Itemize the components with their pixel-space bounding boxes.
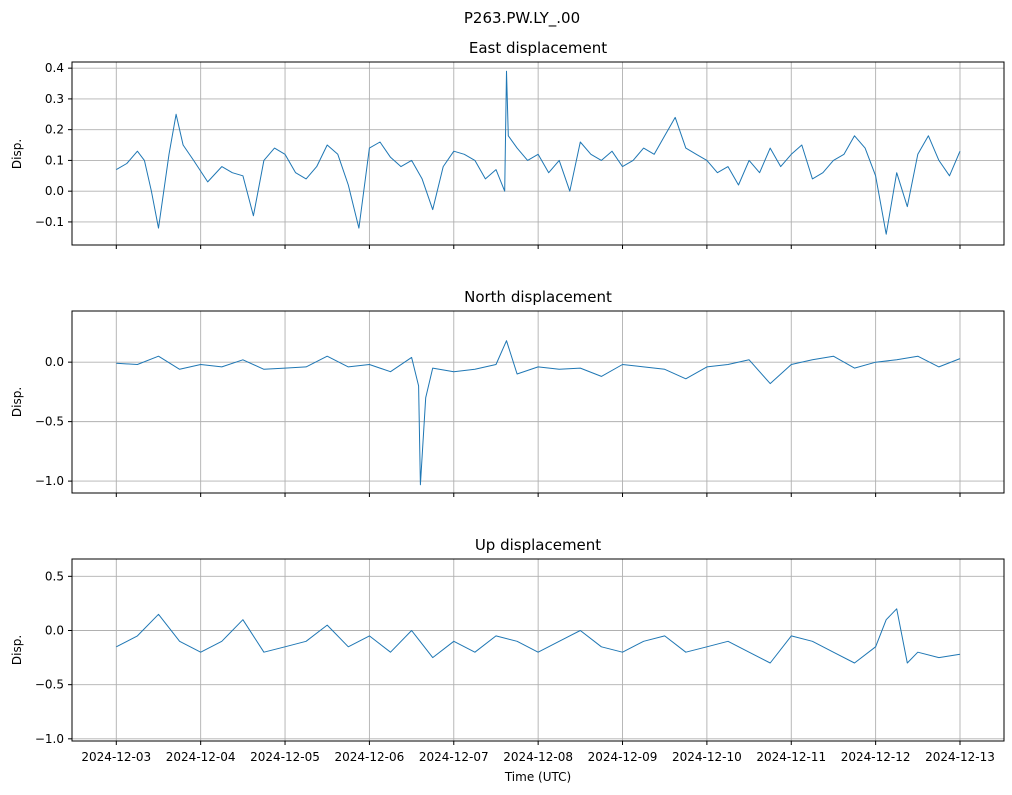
x-tick-label: 2024-12-09 [588,750,658,764]
x-tick-label: 2024-12-08 [503,750,573,764]
x-tick-label: 2024-12-10 [672,750,742,764]
y-tick-label: −0.1 [35,215,64,229]
panel-title-up: Up displacement [475,536,601,554]
ylabel-east: Disp. [10,139,24,169]
y-tick-label: −1.0 [35,474,64,488]
figure-suptitle: P263.PW.LY_.00 [464,9,580,28]
x-tick-label: 2024-12-13 [925,750,995,764]
panel-title-east: East displacement [469,39,607,57]
y-tick-label: 0.4 [45,61,64,75]
x-tick-label: 2024-12-03 [81,750,151,764]
xlabel: Time (UTC) [504,770,571,784]
ylabel-north: Disp. [10,387,24,417]
y-tick-label: 0.2 [45,123,64,137]
y-tick-label: 0.0 [45,355,64,369]
ylabel-up: Disp. [10,635,24,665]
x-tick-label: 2024-12-06 [335,750,405,764]
series-line-east [116,70,961,235]
x-tick-label: 2024-12-11 [756,750,826,764]
x-tick-label: 2024-12-05 [250,750,320,764]
panel-up: 2024-12-03 2024-12-04 2024-12-05 2024-12-06… [10,536,1005,764]
y-tick-label: 0.0 [45,184,64,198]
panel-north: −1.0 −0.5 0.0 North displacement Disp. [10,288,1005,497]
panel-title-north: North displacement [464,288,612,306]
y-tick-label: −0.5 [35,678,64,692]
y-tick-label: 0.5 [45,569,64,583]
x-tick-label: 2024-12-04 [166,750,236,764]
series-line-north [116,340,961,486]
y-tick-label: 0.1 [45,153,64,167]
series-line-up [116,608,961,664]
y-tick-label: 0.3 [45,92,64,106]
y-tick-label: −0.5 [35,415,64,429]
y-tick-label: −1.0 [35,732,64,746]
x-tick-label: 2024-12-12 [841,750,911,764]
panel-east: −0.1 0.0 0.1 0.2 0.3 0.4 East displacement Di… [10,39,1005,249]
y-tick-label: 0.0 [45,624,64,638]
x-tick-label: 2024-12-07 [419,750,489,764]
